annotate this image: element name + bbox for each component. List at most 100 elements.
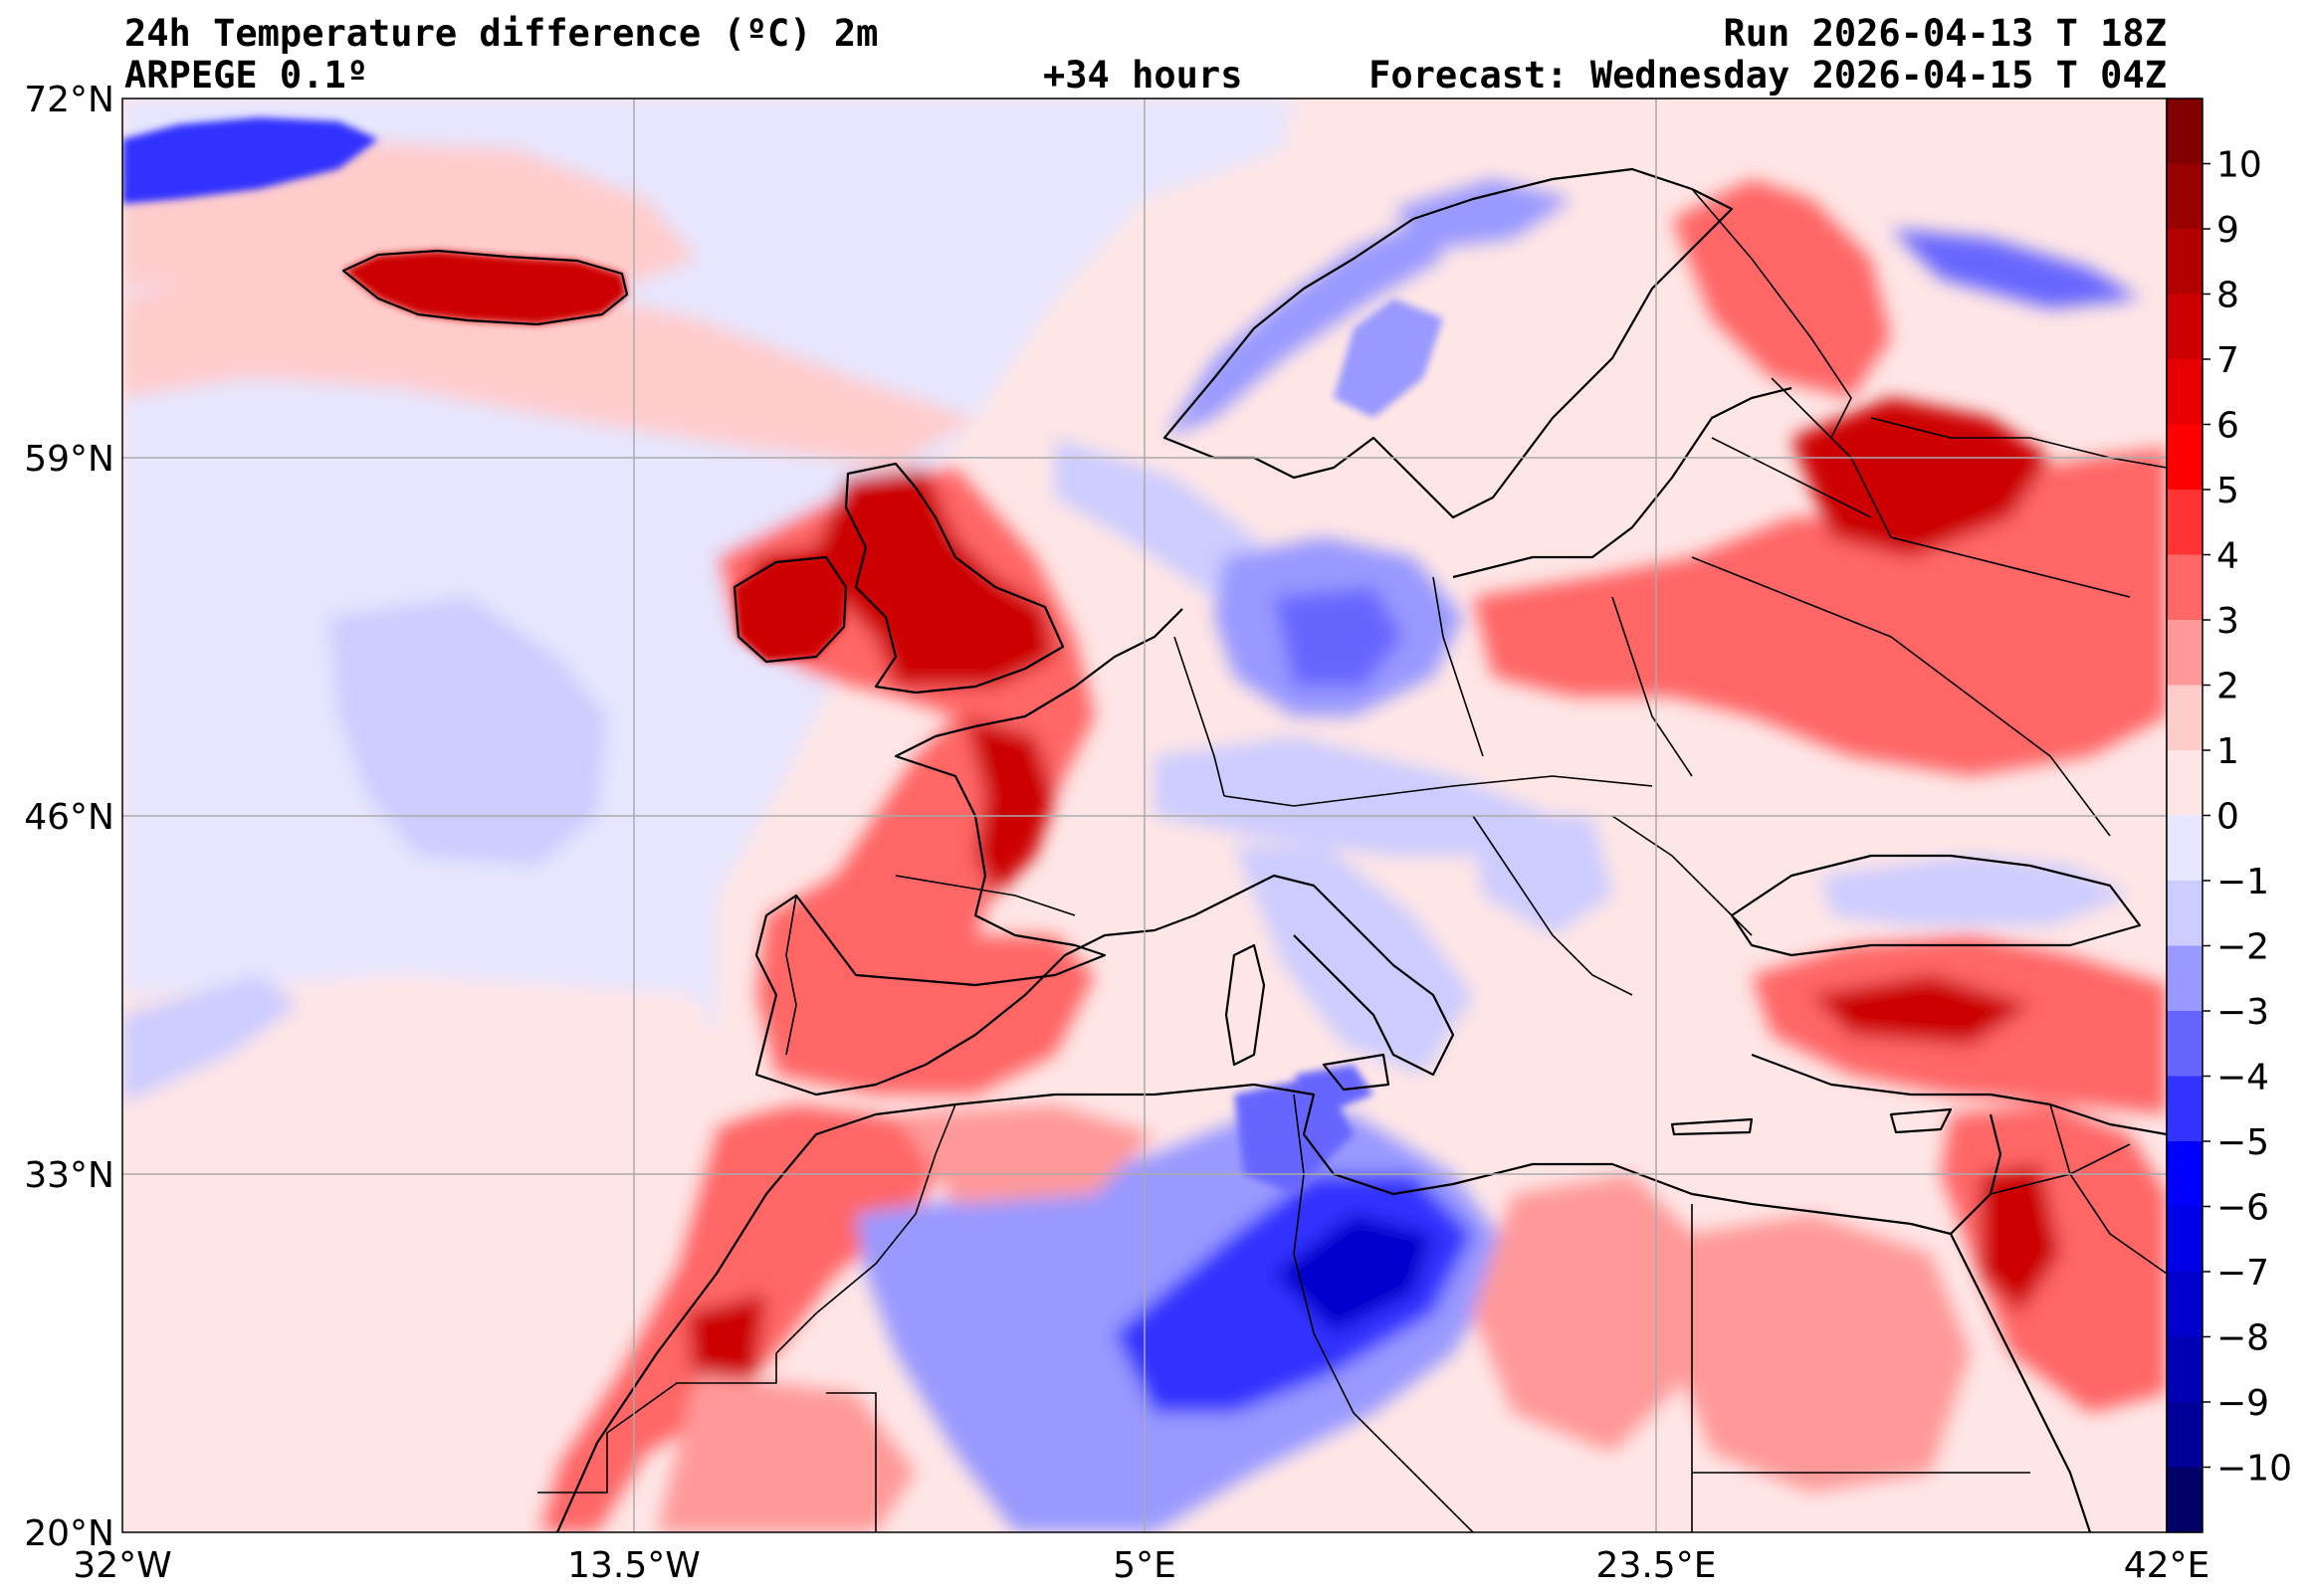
colorbar-segment <box>2167 815 2203 882</box>
coastline-britain <box>844 462 1065 695</box>
lead-time-label: +34 hours <box>1043 54 1243 97</box>
colorbar-segment <box>2167 554 2203 621</box>
lat-label-59n: 59°N <box>24 439 114 480</box>
colorbar-segment <box>2167 1076 2203 1142</box>
colorbar-segment <box>2167 1402 2203 1469</box>
colorbar-tick-label: 7 <box>2216 340 2239 381</box>
iceland-warm-anomaly <box>343 251 627 324</box>
lon-label-23.5e: 23.5°E <box>1596 1545 1717 1586</box>
coastline-continental-europe-west <box>754 608 1235 1097</box>
colorbar-tick-label: 9 <box>2216 210 2239 251</box>
cold-anomaly-alps <box>1154 736 1553 856</box>
warm-anomaly-sahara-interior <box>657 1373 916 1532</box>
strong-warm-anomaly-turkey <box>1811 975 2030 1045</box>
border-russia-internal <box>1870 417 2167 598</box>
temperature-field <box>122 99 2167 1532</box>
coastline-north-africa <box>555 1083 1952 1532</box>
colorbar-tick-label: −1 <box>2216 862 2269 902</box>
coastlines-and-borders <box>341 167 2167 1532</box>
strongest-cold-anomaly-algeria <box>1274 1214 1433 1333</box>
coastline-sardinia-corsica <box>1224 943 1266 1067</box>
colorbar-segment <box>2167 620 2203 687</box>
sweden-cold-anomaly <box>1334 299 1443 418</box>
coastline-crete <box>1670 1117 1754 1136</box>
coastline-turkey-south <box>1751 1053 2167 1136</box>
warm-anomaly-north-algeria <box>896 1104 1154 1204</box>
coastline-baltic <box>1452 386 1792 579</box>
run-label: Run 2026-04-13 T 18Z <box>1723 12 2167 55</box>
colorbar-tick-label: 5 <box>2216 471 2239 511</box>
colorbar-tick-label: 1 <box>2216 731 2239 772</box>
tunisia-cold-anomaly <box>1234 1075 1354 1194</box>
colorbar-segment <box>2167 229 2203 296</box>
warm-anomaly-egypt <box>1672 1214 1971 1493</box>
colorbar-tick-label: −5 <box>2216 1122 2269 1163</box>
border-spain-france <box>895 875 1076 916</box>
colorbar-segment <box>2167 424 2203 491</box>
cold-anomaly-black-sea <box>1821 856 2130 925</box>
colorbar-tick-label: 6 <box>2216 406 2239 447</box>
fine-detail-field <box>122 117 1443 1194</box>
border-ukraine-russia <box>1691 556 2111 837</box>
lon-label-13.5w: 13.5°W <box>567 1545 701 1586</box>
lat-label-72n: 72°N <box>24 80 114 120</box>
border-germany-poland <box>1432 576 1484 757</box>
colorbar-tick-label: −10 <box>2216 1449 2292 1490</box>
colorbar-segment <box>2167 1336 2203 1403</box>
cold-anomaly-norway-coast <box>1164 219 1443 438</box>
colorbar-segment <box>2167 294 2203 360</box>
strong-warm-anomaly-britain <box>746 468 1055 687</box>
greenland-cold-anomaly <box>122 117 378 204</box>
cold-anomaly-italy <box>1234 846 1473 1075</box>
ireland-warm-anomaly <box>735 557 846 662</box>
colorbar-tick-label: 4 <box>2216 536 2239 577</box>
border-western-sahara <box>537 1353 777 1494</box>
warm-anomaly-libya <box>1473 1174 1692 1453</box>
colorbar-segment <box>2167 163 2203 230</box>
gridlines <box>122 99 2167 1532</box>
colorbar-segment <box>2167 1011 2203 1078</box>
colorbar <box>2166 98 2204 1533</box>
cold-anomaly-open-ocean <box>328 597 607 866</box>
warm-anomaly-eastern-europe <box>1473 448 2167 776</box>
colorbar-segment <box>2167 359 2203 426</box>
coastline-norway-sweden <box>1162 167 1734 519</box>
lat-label-20n: 20°N <box>24 1513 114 1554</box>
colorbar-segment <box>2167 881 2203 947</box>
longitude-axis-labels: 32°W 13.5°W 5°E 23.5°E 42°E <box>73 1545 2209 1586</box>
strong-warm-anomaly-western-france <box>965 716 1055 896</box>
lon-label-32w: 32°W <box>73 1545 171 1586</box>
colorbar-tick-label: −2 <box>2216 927 2269 968</box>
warm-anomaly-subtropics <box>122 975 736 1532</box>
colorbar-tick-label: −7 <box>2216 1253 2269 1294</box>
border-balkans <box>1472 815 1753 996</box>
map-area[interactable] <box>122 99 2167 1532</box>
colorbar-segment <box>2167 750 2203 817</box>
coastline-iceland <box>341 249 629 326</box>
border-poland-ukraine <box>1611 596 1693 777</box>
forecast-label: Forecast: Wednesday 2026-04-15 T 04Z <box>1368 54 2167 97</box>
colorbar-tick-label: 0 <box>2216 797 2239 838</box>
coastline-ireland <box>733 555 848 664</box>
colorbar-tick-label: 8 <box>2216 276 2239 316</box>
colorbar-tick-label: −6 <box>2216 1188 2269 1229</box>
colorbar-segment <box>2167 945 2203 1012</box>
latitude-axis-labels: 72°N 59°N 46°N 33°N 20°N <box>24 80 114 1554</box>
warm-anomaly-finland-russia <box>1672 179 1891 398</box>
colorbar-segment <box>2167 685 2203 751</box>
lon-label-42e: 42°E <box>2124 1545 2210 1586</box>
strong-warm-anomaly-levant <box>1981 1164 2060 1313</box>
border-alpine <box>1223 775 1653 807</box>
colorbar-tick-label: −9 <box>2216 1383 2269 1424</box>
colorbar-segment <box>2167 99 2203 165</box>
coastline-black-sea <box>1730 854 2142 957</box>
border-spain-portugal <box>785 895 797 1056</box>
coastline-italy <box>1233 874 1455 1077</box>
colorbar-tick-label: 3 <box>2216 601 2239 642</box>
colorbar-segment <box>2167 1467 2203 1533</box>
strong-cold-anomaly-germany <box>1274 587 1403 687</box>
border-france-germany <box>1173 636 1225 797</box>
lon-label-5e: 5°E <box>1113 1545 1176 1586</box>
cold-anomaly-kola <box>1891 229 2140 308</box>
coastline-cyprus <box>1889 1107 1953 1134</box>
